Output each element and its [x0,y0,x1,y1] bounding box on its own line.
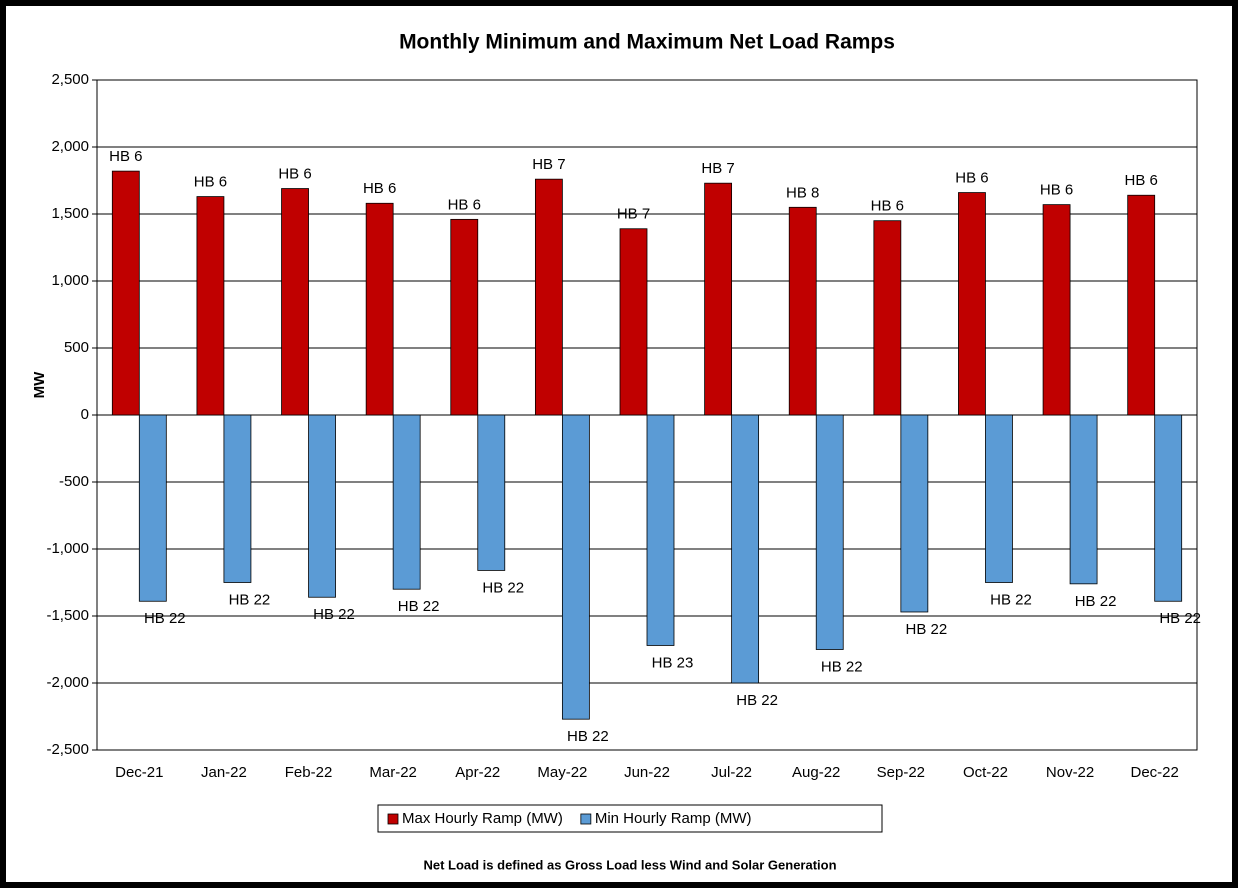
bar-annotation: HB 6 [1040,182,1073,199]
bar-annotation: HB 22 [905,621,947,638]
bar [477,414,506,571]
x-tick-label: Nov-22 [1046,764,1094,781]
bar-annotation: HB 6 [1125,172,1158,189]
bar [138,414,167,602]
x-tick-label: Aug-22 [792,764,840,781]
legend-box [377,804,883,833]
bar-annotation: HB 22 [229,591,271,608]
legend-swatch [387,813,399,825]
bar [1042,204,1071,416]
y-tick-label: -2,500 [46,741,89,758]
y-tick-label: 1,500 [51,205,89,222]
bar [308,414,336,598]
x-tick-label: Dec-21 [115,764,163,781]
bar [619,228,648,416]
bar [958,192,986,416]
bar-annotation: HB 7 [701,160,734,177]
bar [646,414,675,646]
legend-swatch [580,813,592,825]
y-axis-label: MW [31,371,48,398]
legend-label: Min Hourly Ramp (MW) [595,810,752,827]
y-tick-label: -500 [59,473,89,490]
bar-annotation: HB 7 [617,206,650,223]
footnote: Net Load is defined as Gross Load less W… [423,857,836,872]
bar-annotation: HB 6 [448,196,481,213]
bar-annotation: HB 22 [990,591,1032,608]
bar-annotation: HB 6 [278,166,311,183]
bar [365,202,394,416]
bar-annotation: HB 6 [363,180,396,197]
bar-annotation: HB 22 [482,579,524,596]
bar [704,182,733,416]
y-tick-label: 1,000 [51,272,89,289]
bar-annotation: HB 8 [786,184,819,201]
bar [534,178,563,416]
bar-annotation: HB 22 [144,610,186,627]
y-tick-label: -1,500 [46,607,89,624]
bar [873,220,902,416]
bar [281,188,309,416]
y-tick-label: 2,500 [51,71,89,88]
x-tick-label: Oct-22 [963,764,1008,781]
bar [223,414,252,583]
bar-annotation: HB 6 [109,148,142,165]
x-tick-label: Jun-22 [624,764,670,781]
bar [1154,414,1183,602]
x-tick-label: Jan-22 [201,764,247,781]
bar [111,170,140,416]
bar-annotation: HB 22 [398,598,440,615]
bar [815,414,844,650]
x-tick-label: Sep-22 [877,764,925,781]
bar-annotation: HB 23 [652,654,694,671]
bar [450,218,479,416]
x-tick-label: May-22 [537,764,587,781]
legend-label: Max Hourly Ramp (MW) [402,810,563,827]
y-tick-label: 0 [81,406,89,423]
y-tick-label: 2,000 [51,138,89,155]
bar [788,206,817,416]
bar-annotation: HB 6 [955,170,988,187]
y-tick-label: 500 [64,339,89,356]
bar-annotation: HB 6 [194,174,227,191]
x-tick-label: Jul-22 [711,764,752,781]
bar [392,414,421,590]
bar-annotation: HB 22 [567,728,609,745]
bar-annotation: HB 22 [313,606,355,623]
bar-annotation: HB 7 [532,156,565,173]
bar-annotation: HB 22 [1075,593,1117,610]
x-tick-label: Apr-22 [455,764,500,781]
x-tick-label: Mar-22 [369,764,417,781]
y-tick-label: -1,000 [46,540,89,557]
bar [1069,414,1098,585]
bar [731,414,760,684]
bar [900,414,929,613]
x-tick-label: Dec-22 [1131,764,1179,781]
bar [985,414,1013,583]
bar-annotation: HB 6 [871,198,904,215]
bar [196,196,225,416]
bar [561,414,590,720]
bar-annotation: HB 22 [821,658,863,675]
chart-title: Monthly Minimum and Maximum Net Load Ram… [399,31,895,54]
bar-annotation: HB 22 [1159,610,1201,627]
x-tick-label: Feb-22 [285,764,333,781]
bar [1127,194,1156,416]
y-tick-label: -2,000 [46,674,89,691]
bar-annotation: HB 22 [736,692,778,709]
